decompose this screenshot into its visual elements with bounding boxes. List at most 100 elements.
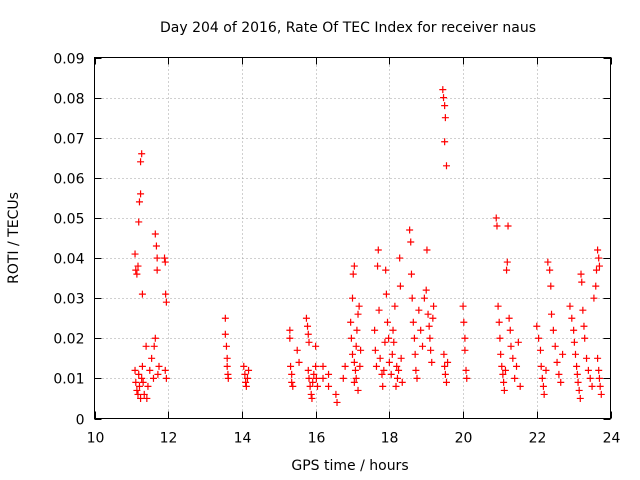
x-tick-label: 20 bbox=[455, 431, 473, 447]
data-point bbox=[242, 378, 250, 386]
data-point bbox=[308, 394, 316, 402]
data-point bbox=[595, 254, 603, 262]
data-point bbox=[580, 322, 588, 330]
data-point bbox=[425, 322, 433, 330]
data-point bbox=[387, 370, 395, 378]
data-point bbox=[536, 346, 544, 354]
axis-ticks: 10 12 14 16 18 20 22 24 0 0.01 0.02 0.03 0.04 0.05 0.0… bbox=[53, 52, 620, 447]
y-tick-label: 0 bbox=[76, 413, 85, 429]
data-point bbox=[459, 302, 467, 310]
data-point bbox=[514, 338, 522, 346]
data-point bbox=[504, 222, 512, 230]
data-point bbox=[581, 334, 589, 342]
data-point bbox=[286, 326, 294, 334]
data-point bbox=[578, 278, 586, 286]
data-point bbox=[132, 266, 140, 274]
data-point bbox=[135, 370, 143, 378]
data-point bbox=[353, 326, 361, 334]
data-point bbox=[496, 334, 504, 342]
data-point bbox=[355, 302, 363, 310]
data-point bbox=[420, 294, 428, 302]
data-point bbox=[357, 346, 365, 354]
data-point bbox=[442, 162, 450, 170]
data-point bbox=[573, 362, 581, 370]
data-point bbox=[388, 350, 396, 358]
data-point bbox=[135, 382, 143, 390]
data-point bbox=[384, 318, 392, 326]
data-point bbox=[410, 334, 418, 342]
data-point bbox=[390, 338, 398, 346]
data-point bbox=[493, 222, 501, 230]
data-point bbox=[319, 374, 327, 382]
data-point bbox=[549, 326, 557, 334]
data-point bbox=[162, 290, 170, 298]
data-point bbox=[305, 374, 313, 382]
data-points bbox=[131, 86, 605, 406]
data-point bbox=[371, 326, 379, 334]
data-point bbox=[286, 334, 294, 342]
data-point bbox=[424, 310, 432, 318]
data-point bbox=[422, 286, 430, 294]
data-point bbox=[223, 354, 231, 362]
data-point bbox=[374, 246, 382, 254]
data-point bbox=[442, 378, 450, 386]
data-point bbox=[537, 362, 545, 370]
data-point bbox=[551, 342, 559, 350]
x-tick-label: 24 bbox=[603, 431, 621, 447]
data-point bbox=[511, 374, 519, 382]
data-point bbox=[553, 358, 561, 366]
data-point bbox=[506, 326, 514, 334]
y-tick-label: 0.04 bbox=[53, 252, 84, 268]
data-point bbox=[137, 190, 145, 198]
data-point bbox=[161, 254, 169, 262]
data-point bbox=[396, 254, 404, 262]
data-point bbox=[313, 382, 321, 390]
data-point bbox=[350, 262, 358, 270]
data-point bbox=[312, 362, 320, 370]
data-point bbox=[325, 382, 333, 390]
data-point bbox=[509, 354, 517, 362]
data-point bbox=[426, 334, 434, 342]
x-axis-label: GPS time / hours bbox=[291, 458, 408, 474]
data-point bbox=[588, 382, 596, 390]
data-point bbox=[356, 362, 364, 370]
data-point bbox=[407, 270, 415, 278]
data-point bbox=[417, 326, 425, 334]
data-point bbox=[351, 366, 359, 374]
data-point bbox=[419, 342, 427, 350]
data-point bbox=[540, 390, 548, 398]
data-point bbox=[548, 310, 556, 318]
data-point bbox=[539, 382, 547, 390]
data-point bbox=[310, 370, 318, 378]
data-point bbox=[161, 258, 169, 266]
data-point bbox=[440, 94, 448, 102]
data-point bbox=[242, 382, 250, 390]
data-point bbox=[243, 374, 251, 382]
data-point bbox=[576, 394, 584, 402]
y-tick-label: 0.09 bbox=[53, 52, 84, 68]
data-point bbox=[408, 294, 416, 302]
data-point bbox=[138, 362, 146, 370]
data-point bbox=[462, 366, 470, 374]
data-point bbox=[151, 230, 159, 238]
data-point bbox=[155, 362, 163, 370]
data-point bbox=[142, 342, 150, 350]
data-point bbox=[350, 358, 358, 366]
data-point bbox=[406, 226, 414, 234]
data-point bbox=[592, 282, 600, 290]
data-point bbox=[382, 266, 390, 274]
data-point bbox=[352, 374, 360, 382]
data-point bbox=[557, 378, 565, 386]
data-point bbox=[245, 366, 253, 374]
data-point bbox=[241, 370, 249, 378]
data-point bbox=[584, 366, 592, 374]
data-point bbox=[392, 382, 400, 390]
data-point bbox=[379, 382, 387, 390]
data-point bbox=[152, 242, 160, 250]
data-point bbox=[538, 374, 546, 382]
data-point bbox=[415, 306, 423, 314]
data-point bbox=[583, 354, 591, 362]
y-tick-label: 0.07 bbox=[53, 132, 84, 148]
data-point bbox=[441, 114, 449, 122]
data-point bbox=[544, 258, 552, 266]
